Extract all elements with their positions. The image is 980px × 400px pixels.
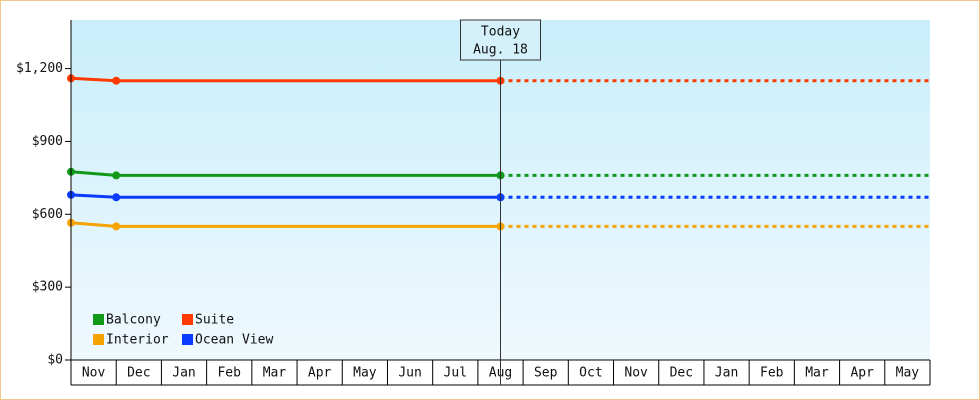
x-tick-label: Nov xyxy=(624,366,648,381)
x-tick-label: Dec xyxy=(670,366,693,381)
y-tick-label: $600 xyxy=(32,207,63,222)
today-box xyxy=(460,19,541,61)
x-tick-label: Jul xyxy=(444,366,467,381)
today-label: Aug. 18 xyxy=(473,43,528,58)
x-tick-label: Jan xyxy=(715,366,738,381)
y-tick-label: $0 xyxy=(47,353,63,368)
x-tick-label: Mar xyxy=(263,366,287,381)
point-marker xyxy=(112,193,121,202)
x-tick-label: Jan xyxy=(172,366,195,381)
y-tick-label: $1,200 xyxy=(16,61,63,76)
legend-label: Interior xyxy=(106,333,169,348)
series-line xyxy=(70,193,501,199)
point-marker xyxy=(112,171,121,180)
y-tick-label: $900 xyxy=(32,134,63,149)
y-tick-label: $300 xyxy=(32,280,63,295)
legend-label: Balcony xyxy=(106,313,161,328)
legend-swatch xyxy=(93,314,104,325)
legend-label: Suite xyxy=(195,313,234,328)
legend-label: Ocean View xyxy=(195,333,273,348)
x-tick-label: May xyxy=(353,366,377,381)
legend-swatch xyxy=(182,334,193,345)
legend-swatch xyxy=(182,314,193,325)
point-marker xyxy=(112,76,121,85)
x-tick-label: Dec xyxy=(127,366,150,381)
x-tick-label: Oct xyxy=(579,366,602,381)
x-tick-label: Nov xyxy=(82,366,106,381)
today-label: Today xyxy=(481,25,520,40)
series-line xyxy=(70,221,501,228)
point-marker xyxy=(112,222,121,231)
x-tick-label: Sep xyxy=(534,366,558,381)
x-tick-label: Apr xyxy=(850,366,874,381)
series-line xyxy=(70,170,501,177)
x-tick-label: Apr xyxy=(308,366,332,381)
legend-swatch xyxy=(93,334,104,345)
x-tick-label: May xyxy=(896,366,920,381)
x-tick-label: Mar xyxy=(805,366,829,381)
series-line xyxy=(70,76,501,83)
x-tick-label: Jun xyxy=(398,366,421,381)
x-tick-label: Feb xyxy=(760,366,784,381)
x-tick-label: Feb xyxy=(217,366,241,381)
